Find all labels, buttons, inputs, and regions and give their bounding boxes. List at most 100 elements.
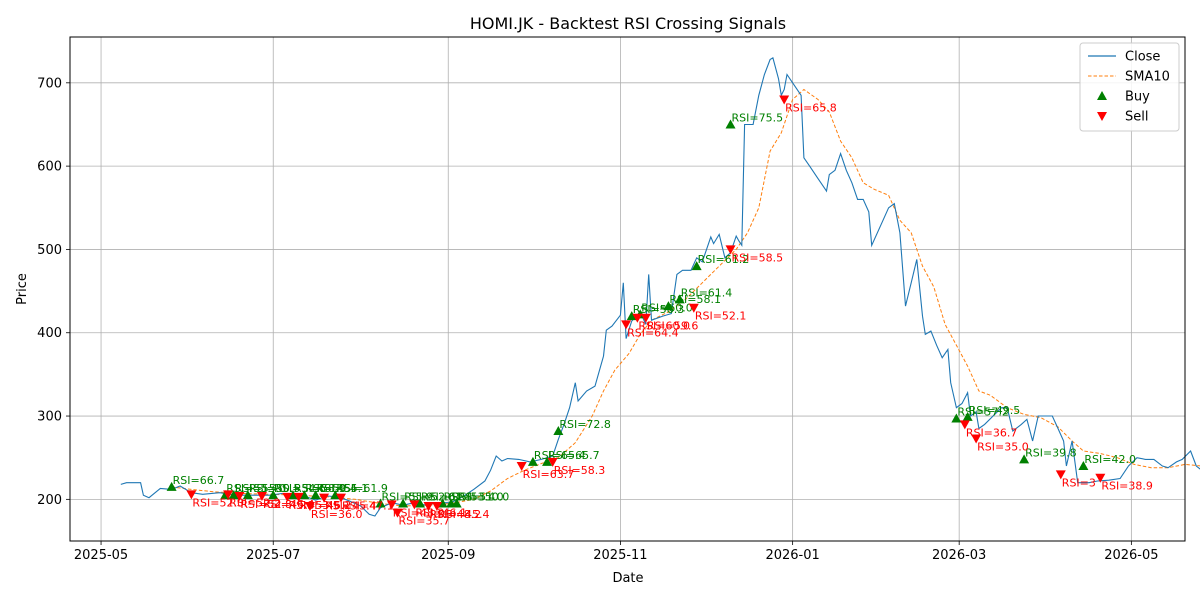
- sell-marker: [319, 493, 330, 503]
- buy-annotation: RSI=72.8: [559, 418, 611, 431]
- buy-marker: [542, 456, 553, 466]
- sell-annotation: RSI=52.2: [229, 496, 281, 509]
- grid: [70, 37, 1185, 541]
- sell-marker: [234, 492, 245, 502]
- y-tick-label: 700: [37, 76, 62, 91]
- sell-marker: [282, 492, 293, 502]
- sell-annotation: RSI=63.7: [523, 468, 575, 481]
- sell-marker: [688, 303, 699, 313]
- buy-marker: [166, 481, 177, 491]
- legend-label: Sell: [1125, 110, 1148, 125]
- sell-annotation: RSI=60.0: [638, 320, 690, 333]
- sell-annotation: RSI=64.4: [627, 326, 679, 339]
- sell-annotation: RSI=58.3: [554, 464, 606, 477]
- series-line-sma10: [171, 88, 1200, 507]
- buy-annotation: RSI=42.0: [1084, 453, 1136, 466]
- plot-frame: [69, 36, 1186, 542]
- x-tick-label: 2026-05: [1104, 548, 1158, 563]
- buy-marker: [228, 490, 239, 500]
- y-axis-label: Price: [15, 273, 30, 305]
- sell-marker: [293, 492, 304, 502]
- sell-marker: [256, 492, 267, 502]
- y-tick-label: 200: [37, 493, 62, 508]
- sell-marker: [431, 502, 442, 512]
- buy-annotation: RSI=55.4: [226, 482, 278, 495]
- buy-marker: [299, 490, 310, 500]
- sell-annotation: RSI=3: [1062, 476, 1096, 489]
- x-axis-label: Date: [612, 571, 643, 586]
- legend-swatch-sell: [1097, 112, 1107, 121]
- buy-annotation: RSI=50.4: [305, 482, 357, 495]
- buy-marker: [398, 498, 409, 508]
- buy-marker: [725, 119, 736, 129]
- buy-annotation: RSI=66.7: [173, 474, 225, 487]
- sell-annotation: RSI=58.5: [732, 251, 784, 264]
- y-tick-label: 600: [37, 160, 62, 175]
- sell-marker: [547, 457, 558, 467]
- buy-annotation: RSI=61.9: [336, 482, 388, 495]
- buy-marker: [242, 490, 253, 500]
- buy-annotation: RSI=75.5: [732, 111, 784, 124]
- buy-annotation: RSI=50.0: [458, 491, 510, 504]
- y-axis: 200 300 400 500 600 700: [37, 76, 70, 508]
- sell-marker: [186, 490, 197, 500]
- sell-marker: [1095, 473, 1106, 483]
- sell-annotation: RSI=48.2: [393, 506, 445, 519]
- sell-marker: [386, 500, 397, 510]
- buy-marker: [415, 498, 426, 508]
- legend-swatch-buy: [1097, 91, 1107, 100]
- sell-marker: [632, 313, 643, 323]
- legend: Close SMA10 Buy Sell: [1079, 42, 1180, 132]
- buy-annotation: RSI=58.3: [633, 303, 685, 316]
- sell-annotation: RSI=52.0: [192, 496, 244, 509]
- x-tick-label: 2026-03: [932, 548, 986, 563]
- legend-label: SMA10: [1125, 70, 1170, 85]
- x-tick-label: 2026-01: [765, 548, 819, 563]
- buy-annotation: RSI=49.5: [969, 404, 1021, 417]
- buy-annotation: RSI=39.8: [1025, 446, 1077, 459]
- legend-label: Close: [1125, 50, 1160, 65]
- x-tick-label: 2025-09: [421, 548, 475, 563]
- sell-marker: [971, 434, 982, 444]
- chart-title: HOMI.JK - Backtest RSI Crossing Signals: [470, 14, 786, 33]
- buy-marker: [626, 311, 637, 321]
- sell-marker: [621, 320, 632, 330]
- y-tick-label: 500: [37, 243, 62, 258]
- buy-annotation: RSI=61.2: [698, 253, 750, 266]
- buy-annotation: RSI=58.9: [294, 482, 346, 495]
- sell-marker: [223, 490, 234, 500]
- sell-annotation: RSI=52.1: [695, 310, 747, 323]
- legend-label: Buy: [1125, 90, 1150, 105]
- y-tick-label: 300: [37, 410, 62, 425]
- sell-annotation: RSI=38.9: [1101, 480, 1153, 493]
- y-tick-label: 400: [37, 326, 62, 341]
- sell-marker: [409, 500, 420, 510]
- buy-marker: [310, 490, 321, 500]
- sell-marker: [392, 508, 403, 518]
- signal-layer: RSI=66.7RSI=55.4RSI=55.0RSI=50.5RSI=54.6…: [166, 95, 1153, 528]
- sell-marker: [1055, 470, 1066, 480]
- sell-annotation: RSI=52.8: [240, 498, 292, 511]
- sell-annotation: RSI=36.0: [311, 508, 363, 521]
- buy-marker: [1019, 454, 1030, 464]
- buy-marker: [451, 498, 462, 508]
- buy-marker: [1078, 461, 1089, 471]
- sell-marker: [725, 245, 736, 255]
- x-tick-label: 2025-11: [593, 548, 647, 563]
- buy-marker: [674, 294, 685, 304]
- buy-annotation: RSI=61.4: [681, 286, 733, 299]
- sell-marker: [959, 420, 970, 430]
- sell-annotation: RSI=53.5: [288, 499, 340, 512]
- buy-annotation: RSI=65.7: [548, 449, 600, 462]
- sell-annotation: RSI=35.7: [398, 515, 450, 528]
- buy-marker: [691, 261, 702, 271]
- sell-annotation: RSI=47.1: [342, 500, 394, 513]
- buy-annotation: RSI=54.6: [274, 482, 326, 495]
- buy-marker: [951, 413, 962, 423]
- sell-marker: [304, 502, 315, 512]
- x-axis: 2025-05 2025-07 2025-09 2025-11 2026-01 2026-…: [74, 541, 1159, 563]
- sell-marker: [640, 313, 651, 323]
- sell-marker: [779, 95, 790, 105]
